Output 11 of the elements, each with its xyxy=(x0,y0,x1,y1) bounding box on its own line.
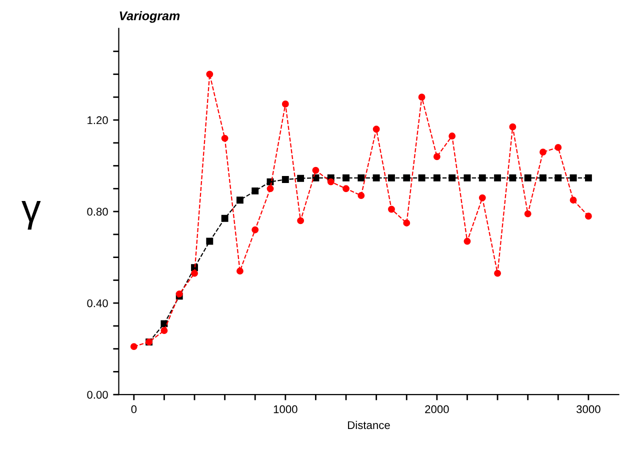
chart-title: Variogram xyxy=(120,11,180,23)
y-axis-title: γ xyxy=(22,201,41,230)
y-tick-label: 0.80 xyxy=(87,208,108,216)
y-tick-label: 0.00 xyxy=(87,390,108,399)
y-tick-label: 1.20 xyxy=(88,116,108,124)
x-tick-label: 2000 xyxy=(425,405,449,414)
x-tick-label: 1000 xyxy=(274,405,298,414)
x-tick-label: 0 xyxy=(131,405,137,414)
y-tick-label: 0.40 xyxy=(87,299,108,308)
x-tick-label: 3000 xyxy=(576,405,600,414)
x-axis-title: Distance xyxy=(348,420,390,430)
